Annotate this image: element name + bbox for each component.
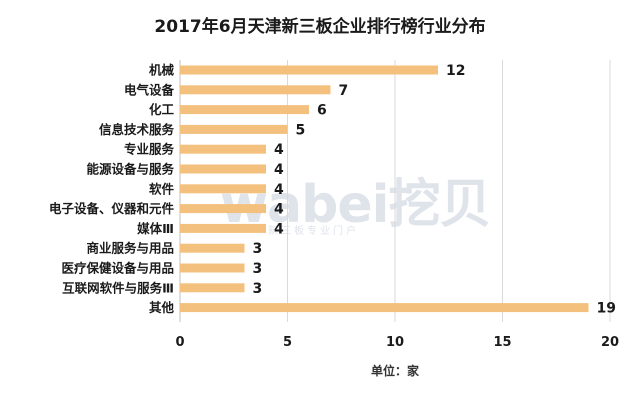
- chart-title: 2017年6月天津新三板企业排行榜行业分布: [154, 17, 486, 37]
- data-label: 3: [253, 261, 263, 277]
- category-label: 电气设备: [124, 82, 175, 97]
- x-tick-label: 20: [601, 335, 619, 350]
- data-label: 7: [339, 83, 349, 99]
- category-label: 专业服务: [124, 142, 175, 157]
- bar: [180, 263, 245, 273]
- data-label: 4: [274, 142, 284, 158]
- x-tick-label: 15: [493, 335, 511, 350]
- bar: [180, 65, 438, 75]
- bar: [180, 124, 288, 134]
- category-label: 电子设备、仪器和元件: [49, 201, 175, 216]
- data-label: 4: [274, 162, 284, 178]
- category-label: 媒体Ⅲ: [137, 221, 174, 236]
- bar: [180, 184, 266, 194]
- data-label: 3: [253, 281, 263, 297]
- category-labels: 机械电气设备化工信息技术服务专业服务能源设备与服务软件电子设备、仪器和元件媒体Ⅲ…: [49, 63, 175, 316]
- category-label: 医疗保健设备与用品: [61, 261, 174, 276]
- data-label: 6: [317, 103, 327, 119]
- category-label: 机械: [149, 63, 175, 78]
- x-tick-label: 10: [386, 335, 404, 350]
- bars: [180, 65, 589, 313]
- data-label: 4: [274, 202, 284, 218]
- data-label: 5: [296, 122, 306, 138]
- x-axis-label: 单位：家: [370, 364, 419, 378]
- category-label: 互联网软件与服务Ⅲ: [62, 280, 174, 295]
- data-label: 12: [446, 63, 465, 79]
- bar: [180, 303, 589, 313]
- category-label: 化工: [149, 102, 175, 117]
- bar: [180, 223, 266, 233]
- bar: [180, 164, 266, 174]
- bar: [180, 144, 266, 154]
- category-label: 信息技术服务: [99, 122, 175, 137]
- data-label: 4: [274, 221, 284, 237]
- data-label: 4: [274, 182, 284, 198]
- bar: [180, 85, 331, 95]
- x-tick-label: 0: [175, 335, 184, 350]
- bar: [180, 204, 266, 214]
- data-label: 3: [253, 241, 263, 257]
- bar: [180, 243, 245, 253]
- x-tick-labels: 0 5 10 15 20: [175, 335, 619, 350]
- category-label: 其他: [149, 300, 175, 315]
- data-label: 19: [597, 301, 616, 317]
- bar: [180, 105, 309, 115]
- bar: [180, 283, 245, 293]
- grid-lines: [179, 60, 611, 322]
- x-tick-label: 5: [283, 335, 292, 350]
- category-label: 软件: [149, 181, 175, 196]
- category-label: 商业服务与用品: [86, 241, 174, 256]
- category-label: 能源设备与服务: [86, 162, 174, 177]
